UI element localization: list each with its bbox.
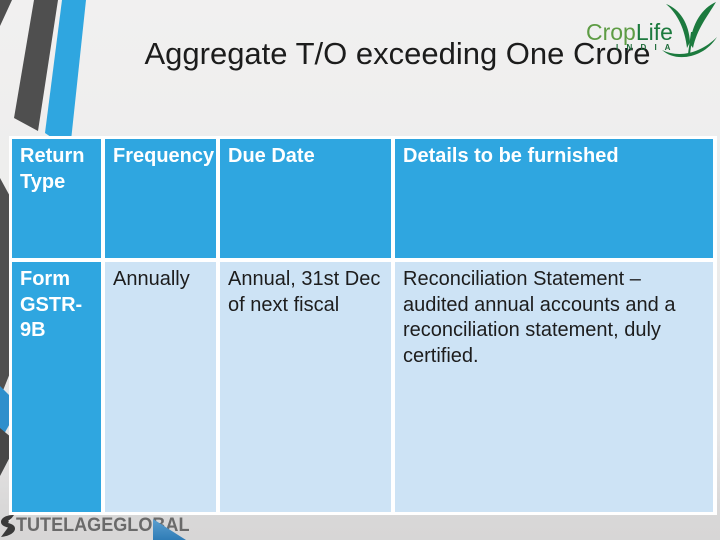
footer-brand-text: TUTELAGEGLOBAL (16, 515, 190, 536)
croplife-logo-life: Life (635, 19, 673, 45)
croplife-logo-text: CropLife (586, 19, 673, 46)
table-cell-return-type: Form GSTR-9B (12, 262, 101, 512)
croplife-logo-crop: Crop (586, 19, 636, 45)
tutelage-logo-icon (1, 515, 15, 537)
croplife-logo: CropLife I N D I A (586, 2, 718, 64)
table-header-return-type: Return Type (12, 139, 101, 258)
table-header-due-date: Due Date (220, 139, 391, 258)
table-cell-due-date: Annual, 31st Dec of next fiscal (220, 262, 391, 512)
table-cell-frequency: Annually (105, 262, 216, 512)
compliance-table: Return Type Frequency Due Date Details t… (9, 136, 717, 515)
table-cell-details: Reconciliation Statement – audited annua… (395, 262, 713, 512)
table-header-details: Details to be furnished (395, 139, 713, 258)
table-header-frequency: Frequency (105, 139, 216, 258)
slide-title: Aggregate T/O exceeding One Crore (144, 36, 651, 71)
footer-brand: TUTELAGEGLOBAL (0, 513, 199, 539)
croplife-plant-icon (662, 2, 717, 58)
croplife-logo-india: I N D I A (616, 43, 674, 52)
